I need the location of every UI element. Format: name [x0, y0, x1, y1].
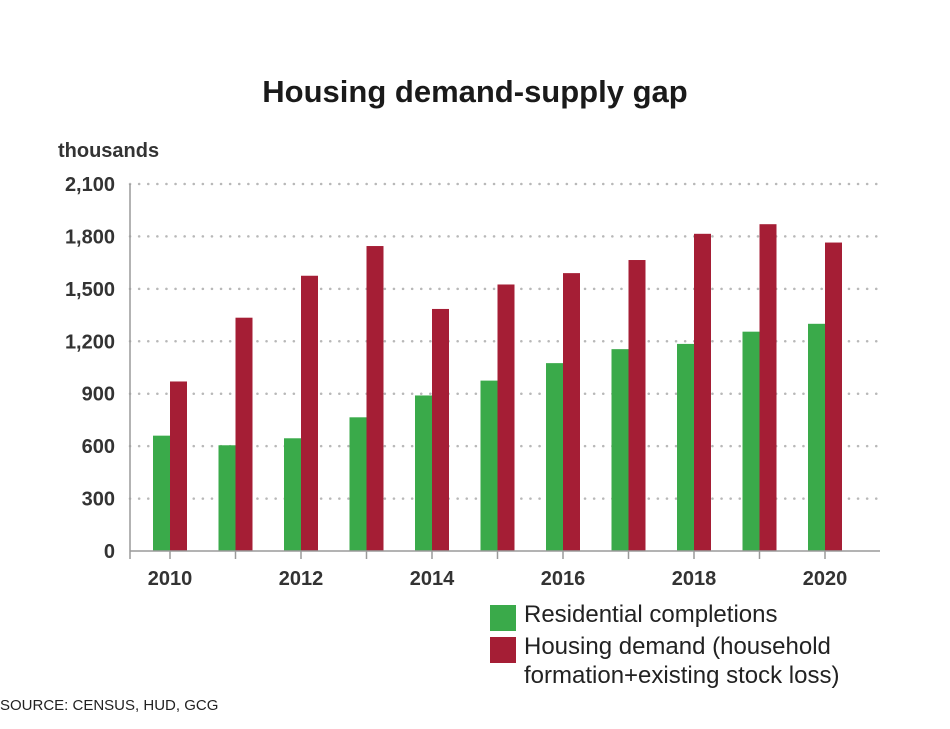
axes	[129, 184, 880, 559]
bar-residential-completions	[284, 438, 301, 551]
x-tick-label: 2010	[148, 568, 193, 590]
bar-residential-completions	[742, 331, 760, 551]
legend-swatch-demand	[490, 637, 516, 663]
bar-housing-demand	[825, 242, 842, 552]
bar-housing-demand	[432, 308, 449, 551]
bar-housing-demand	[301, 275, 318, 551]
bar-residential-completions	[677, 343, 694, 551]
y-tick-label: 1,500	[65, 279, 115, 301]
y-tick-label: 600	[82, 436, 115, 458]
bar-housing-demand	[563, 273, 580, 551]
bar-housing-demand	[759, 224, 777, 551]
bars	[153, 224, 842, 552]
x-tick-label: 2014	[410, 568, 455, 590]
source-note: SOURCE: CENSUS, HUD, GCG	[0, 697, 219, 714]
bar-residential-completions	[546, 363, 563, 551]
bar-housing-demand	[170, 381, 187, 551]
y-tick-label: 2,100	[65, 174, 115, 196]
legend-label-completions: Residential completions	[524, 601, 778, 628]
bar-residential-completions	[349, 417, 367, 551]
y-tick-label: 900	[82, 384, 115, 406]
y-axis-unit-label: thousands	[58, 140, 160, 162]
bar-housing-demand	[235, 317, 253, 551]
bar-housing-demand	[628, 260, 646, 551]
bar-housing-demand	[366, 246, 384, 552]
bar-residential-completions	[808, 323, 825, 551]
y-tick-label: 1,800	[65, 226, 115, 248]
x-tick-label: 2012	[279, 568, 324, 590]
chart-title: Housing demand-supply gap	[262, 74, 688, 109]
bar-residential-completions	[218, 445, 236, 551]
legend-swatch-completions	[490, 605, 516, 631]
bar-housing-demand	[694, 233, 711, 552]
x-tick-label: 2020	[803, 568, 848, 590]
y-tick-labels: 0 300 600 900 1,200 1,500 1,800 2,100	[65, 174, 115, 563]
bar-residential-completions	[153, 435, 170, 551]
bar-residential-completions	[480, 380, 498, 551]
bar-housing-demand	[497, 284, 515, 551]
y-tick-label: 0	[104, 541, 115, 563]
x-tick-labels: 2010 2012 2014 2016 2018 2020	[148, 568, 848, 590]
y-tick-label: 300	[82, 489, 115, 511]
bar-residential-completions	[611, 349, 629, 551]
x-tick-label: 2018	[672, 568, 717, 590]
x-tick-label: 2016	[541, 568, 586, 590]
legend-label-demand-line-2: formation+existing stock loss)	[524, 662, 840, 689]
y-tick-label: 1,200	[65, 331, 115, 353]
legend-label-demand: Housing demand (household formation+exis…	[524, 632, 839, 690]
bar-residential-completions	[415, 395, 432, 551]
legend-label-demand-line-1: Housing demand (household	[524, 633, 831, 660]
